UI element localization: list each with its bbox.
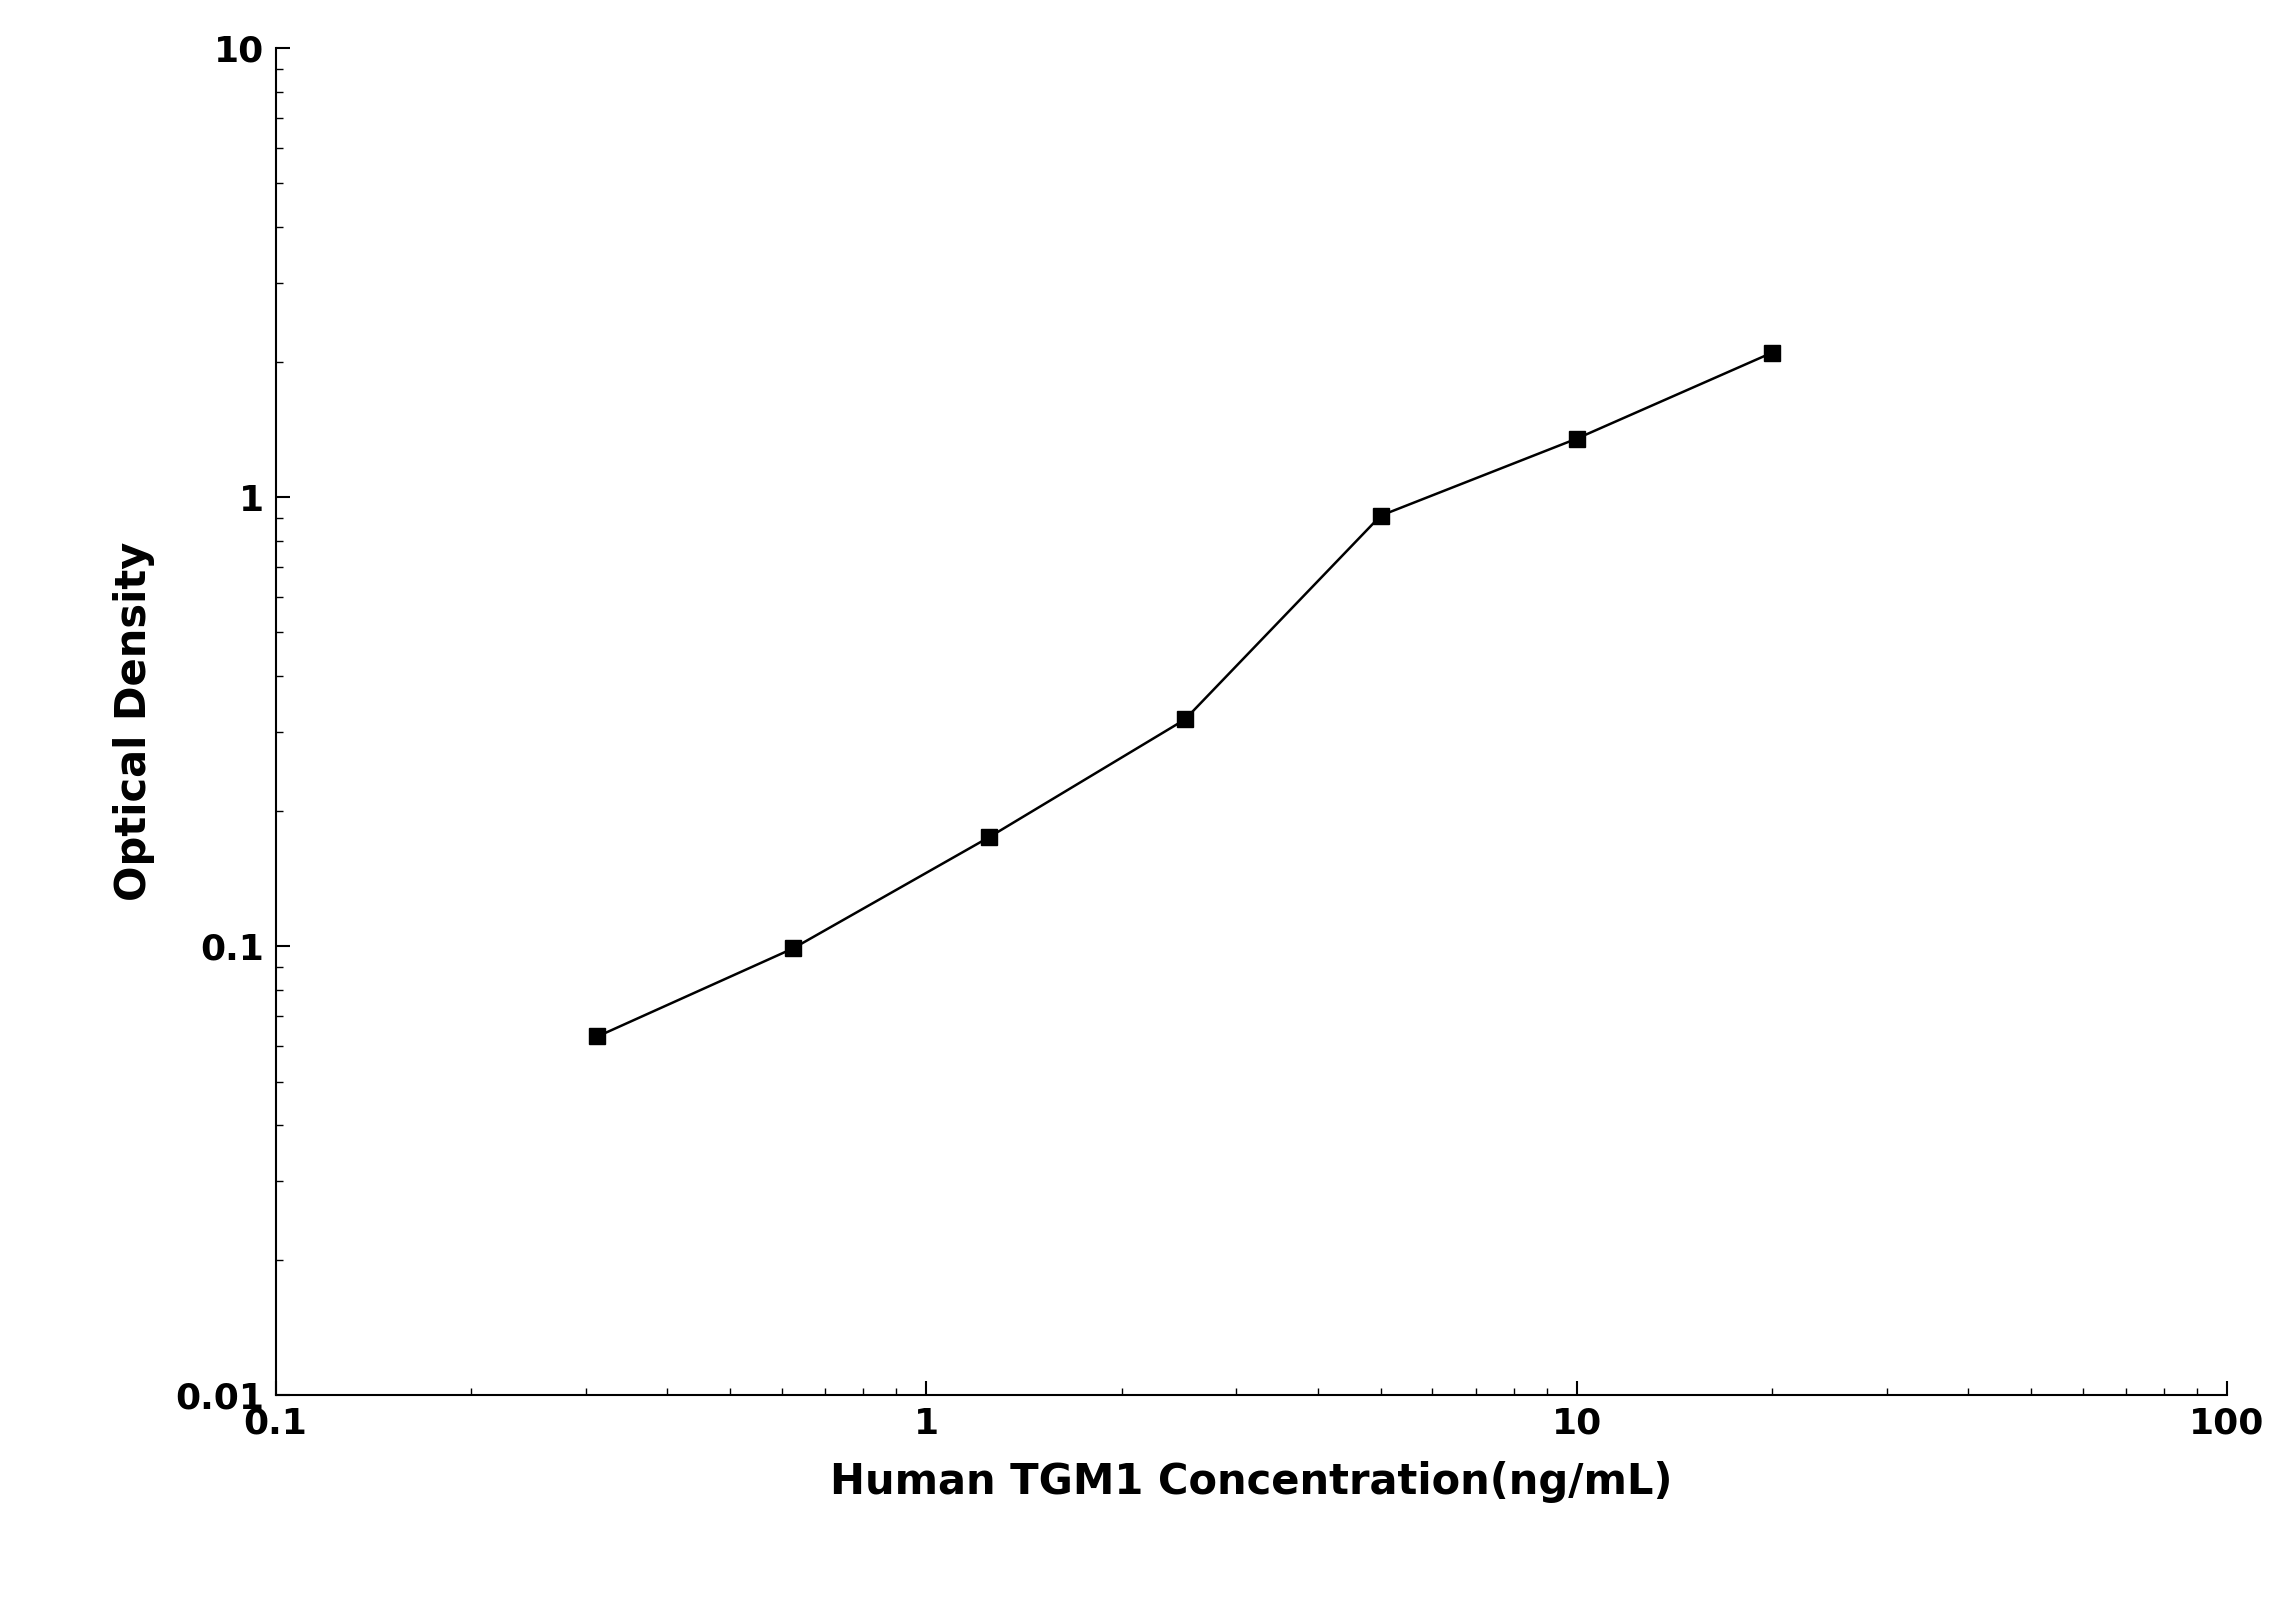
Y-axis label: Optical Density: Optical Density bbox=[113, 542, 154, 901]
X-axis label: Human TGM1 Concentration(ng/mL): Human TGM1 Concentration(ng/mL) bbox=[831, 1461, 1671, 1503]
